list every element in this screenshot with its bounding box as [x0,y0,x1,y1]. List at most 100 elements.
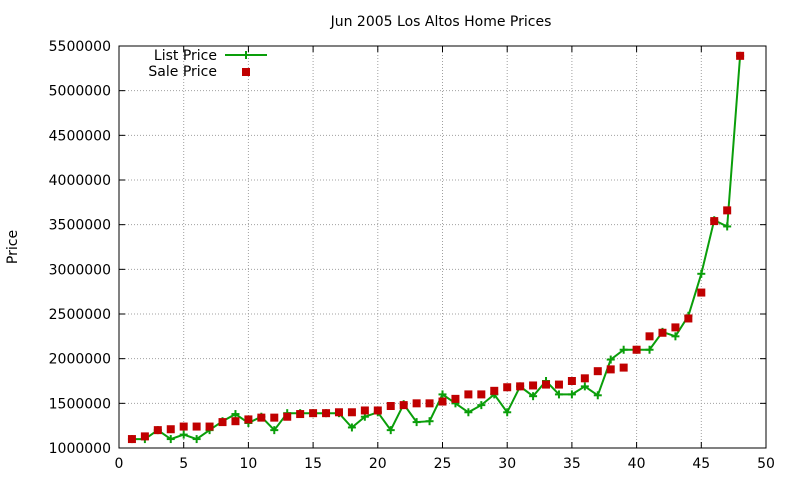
point-sale-price [697,288,706,297]
point-list-price [464,408,473,417]
point-sale-price [619,363,628,372]
point-sale-price [347,408,356,417]
x-tick-label: 50 [757,456,775,472]
point-sale-price [425,399,434,408]
point-sale-price [205,422,214,431]
point-sale-price [309,409,318,418]
point-sale-price [671,323,680,332]
point-list-price [697,269,706,278]
point-sale-price [464,390,473,399]
x-tick-label: 15 [304,456,322,472]
grid-lines [119,46,766,448]
point-sale-price [632,345,641,354]
y-tick-label: 3000000 [49,262,111,278]
point-list-price [412,418,421,427]
point-sale-price [645,332,654,341]
series-line-list-price [131,55,742,441]
point-sale-price [658,328,667,337]
point-sale-price [580,374,589,383]
y-tick-label: 4000000 [49,173,111,189]
chart-title: Jun 2005 Los Altos Home Prices [330,14,552,30]
point-list-price [192,435,201,444]
y-axis-label: Price [5,230,21,264]
point-sale-price [166,425,175,434]
y-tick-label: 1000000 [49,441,111,457]
x-tick-label: 45 [692,456,710,472]
point-sale-price [192,422,201,431]
point-sale-price [554,380,563,389]
point-sale-price [451,394,460,403]
x-tick-label: 25 [434,456,452,472]
legend-label-list-price: List Price [154,48,217,64]
point-sale-price [283,412,292,421]
point-sale-price [257,413,266,422]
point-sale-price [399,401,408,410]
point-list-price [593,391,602,400]
y-tick-label: 5000000 [49,84,111,100]
point-sale-price [179,422,188,431]
y-tick-label: 2500000 [49,307,111,323]
point-list-price [166,435,175,444]
point-sale-price [567,377,576,385]
point-sale-price [542,380,551,389]
point-sale-price [322,409,331,418]
y-tick-label: 2000000 [49,352,111,368]
point-list-price [567,390,576,399]
y-tick-label: 5500000 [49,39,111,55]
point-sale-price [270,413,279,422]
point-sale-price [140,432,149,441]
point-sale-price [127,435,136,444]
point-list-price [503,408,512,417]
point-sale-price [373,406,382,415]
point-list-price [606,355,615,364]
y-axis-ticks: 1000000 1500000 2000000 2500000 3000000 35000… [49,39,766,457]
point-sale-price [438,397,447,406]
point-sale-price [503,383,512,392]
point-sale-price [490,386,499,395]
legend-swatch-sale-price [242,68,250,76]
point-sale-price [360,406,369,415]
point-sale-price [736,51,745,60]
point-sale-price [723,206,732,215]
point-list-price [179,430,188,439]
y-tick-label: 4500000 [49,128,111,144]
point-sale-price [296,410,305,419]
y-tick-label: 1500000 [49,396,111,412]
point-sale-price [334,408,343,417]
x-tick-label: 40 [628,456,646,472]
point-list-price [425,417,434,426]
point-list-price [645,345,654,354]
point-sale-price [153,426,162,435]
point-sale-price [386,402,395,411]
x-tick-label: 35 [563,456,581,472]
point-sale-price [593,367,602,376]
series-points [127,51,745,444]
x-tick-label: 20 [369,456,387,472]
point-sale-price [606,365,615,374]
point-sale-price [529,381,538,390]
point-sale-price [477,390,486,399]
point-list-price [529,392,538,401]
x-tick-label: 30 [498,456,516,472]
point-list-price [619,345,628,354]
x-axis-ticks: 0 5 10 15 20 25 30 35 40 45 50 [115,46,775,472]
legend-swatch-list-price [225,51,267,59]
point-sale-price [412,399,421,408]
x-tick-label: 5 [179,456,188,472]
point-list-price [671,332,680,341]
point-sale-price [710,217,719,226]
legend: List Price Sale Price [148,48,267,80]
point-sale-price [516,382,525,391]
point-sale-price [684,314,693,323]
point-list-price [347,423,356,432]
point-sale-price [244,415,253,424]
point-list-price [386,426,395,435]
x-tick-label: 10 [239,456,257,472]
x-tick-label: 0 [115,456,124,472]
point-list-price [231,410,240,419]
point-sale-price [231,417,240,426]
point-list-price [438,390,447,399]
point-list-price [477,401,486,410]
point-list-price [270,426,279,435]
